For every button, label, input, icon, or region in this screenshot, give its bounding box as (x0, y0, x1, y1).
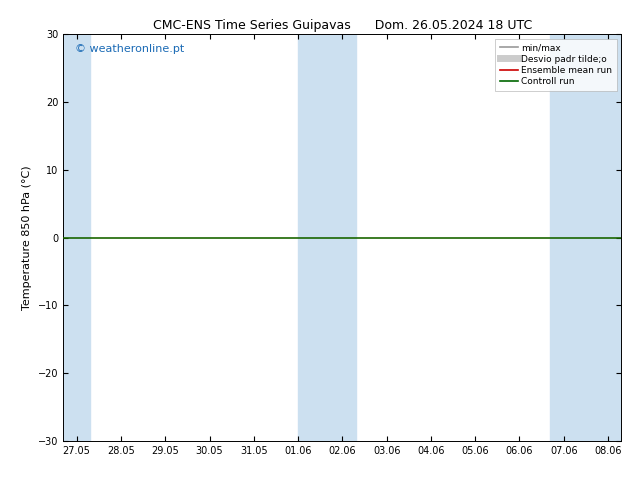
Y-axis label: Temperature 850 hPa (°C): Temperature 850 hPa (°C) (22, 165, 32, 310)
Bar (550, 34, 621, 441)
Bar (63, 34, 90, 441)
Title: CMC-ENS Time Series Guipavas      Dom. 26.05.2024 18 UTC: CMC-ENS Time Series Guipavas Dom. 26.05.… (153, 19, 532, 32)
Text: © weatheronline.pt: © weatheronline.pt (75, 45, 184, 54)
Bar (298, 34, 356, 441)
Legend: min/max, Desvio padr tilde;o, Ensemble mean run, Controll run: min/max, Desvio padr tilde;o, Ensemble m… (495, 39, 617, 91)
